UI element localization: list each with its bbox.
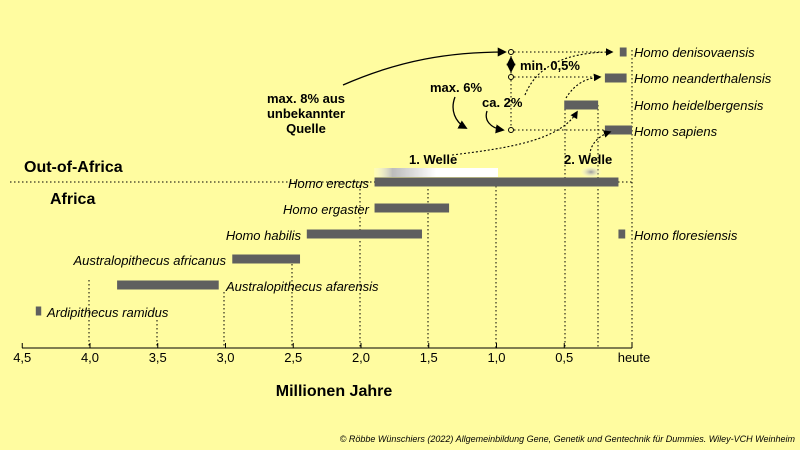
species-label-denisovaensis: Homo denisovaensis — [634, 45, 755, 60]
species-bar-australopithecus-africanus — [232, 254, 301, 264]
out-of-africa-label: Out-of-Africa — [24, 159, 123, 176]
admixture-arrows — [342, 47, 516, 134]
species-bar-homo-ergaster — [374, 203, 450, 213]
second-wave-arrow — [589, 130, 612, 156]
admixture-min05-label: min. 0,5% — [520, 58, 580, 73]
species-bar-homo-denisovaensis — [619, 47, 627, 57]
x-axis-tick-label: 1,0 — [487, 350, 505, 365]
ca2-arrow — [485, 110, 505, 134]
species-label-ramidus: Ardipithecus ramidus — [46, 305, 169, 320]
species-bar-homo-habilis — [306, 229, 422, 239]
admixture-guide-lines — [514, 51, 607, 131]
second-wave-label: 2. Welle — [564, 152, 612, 167]
x-axis-title: Millionen Jahre — [276, 383, 393, 400]
species-labels: Homo denisovaensis Homo neanderthalensis… — [46, 45, 772, 320]
guide-lines — [88, 50, 633, 348]
x-axis-tick-label: 1,5 — [420, 350, 438, 365]
species-label-neanderthalensis: Homo neanderthalensis — [634, 71, 772, 86]
species-label-ergaster: Homo ergaster — [283, 202, 370, 217]
species-label-floresiensis: Homo floresiensis — [634, 228, 738, 243]
copyright-credit: © Röbbe Wünschiers (2022) Allgemeinbildu… — [340, 434, 796, 444]
to-denisovan-arrow — [524, 48, 614, 96]
species-bar-ardipithecus-ramidus — [35, 306, 42, 316]
species-bar-homo-neanderthalensis — [604, 73, 627, 83]
second-wave-gradient — [580, 166, 602, 178]
first-wave-gradient — [374, 168, 498, 177]
first-wave-label: 1. Welle — [409, 152, 457, 167]
species-bar-homo-sapiens — [604, 125, 632, 135]
species-bar-australopithecus-afarensis — [117, 280, 219, 290]
x-axis-tick-label: 0,5 — [555, 350, 573, 365]
admixture-max6-label: max. 6% — [430, 80, 482, 95]
unknown-source-arrow — [342, 47, 507, 86]
species-bars — [35, 47, 632, 316]
x-axis-tick-label: 3,5 — [149, 350, 167, 365]
species-label-afarensis: Australopithecus afarensis — [225, 279, 379, 294]
x-axis-tick-label: 2,0 — [352, 350, 370, 365]
species-label-habilis: Homo habilis — [226, 228, 302, 243]
x-axis-tick-label: 3,0 — [216, 350, 234, 365]
x-axis-tick-label: 4,5 — [13, 350, 31, 365]
first-wave-arrow — [451, 110, 578, 156]
species-bar-homo-erectus — [374, 177, 619, 187]
species-bar-homo-floresiensis — [618, 229, 626, 239]
species-label-heidelbergensis: Homo heidelbergensis — [634, 98, 764, 113]
max6-arrow — [452, 96, 468, 129]
to-neanderthal-arrow — [565, 73, 602, 99]
x-axis-tick-label: heute — [618, 350, 651, 365]
admixture-ca2-label: ca. 2% — [482, 95, 523, 110]
gene-flow-markers — [508, 49, 514, 133]
unknown-source-line3: Quelle — [286, 121, 326, 136]
x-axis-tick-label: 2,5 — [284, 350, 302, 365]
unknown-source-line2: unbekannter — [267, 106, 345, 121]
unknown-source-line1: max. 8% aus — [267, 91, 345, 106]
africa-label: Africa — [50, 191, 95, 208]
x-axis-tick-label: 4,0 — [81, 350, 99, 365]
species-bar-homo-heidelbergensis — [564, 100, 599, 110]
x-axis-ticks: 4,5 4,0 3,5 3,0 2,5 2,0 1,5 1,0 0,5 heute — [13, 343, 650, 365]
species-label-sapiens: Homo sapiens — [634, 124, 718, 139]
species-label-erectus: Homo erectus — [288, 176, 369, 191]
migration-arrows — [451, 48, 614, 156]
species-label-africanus: Australopithecus africanus — [73, 253, 227, 268]
